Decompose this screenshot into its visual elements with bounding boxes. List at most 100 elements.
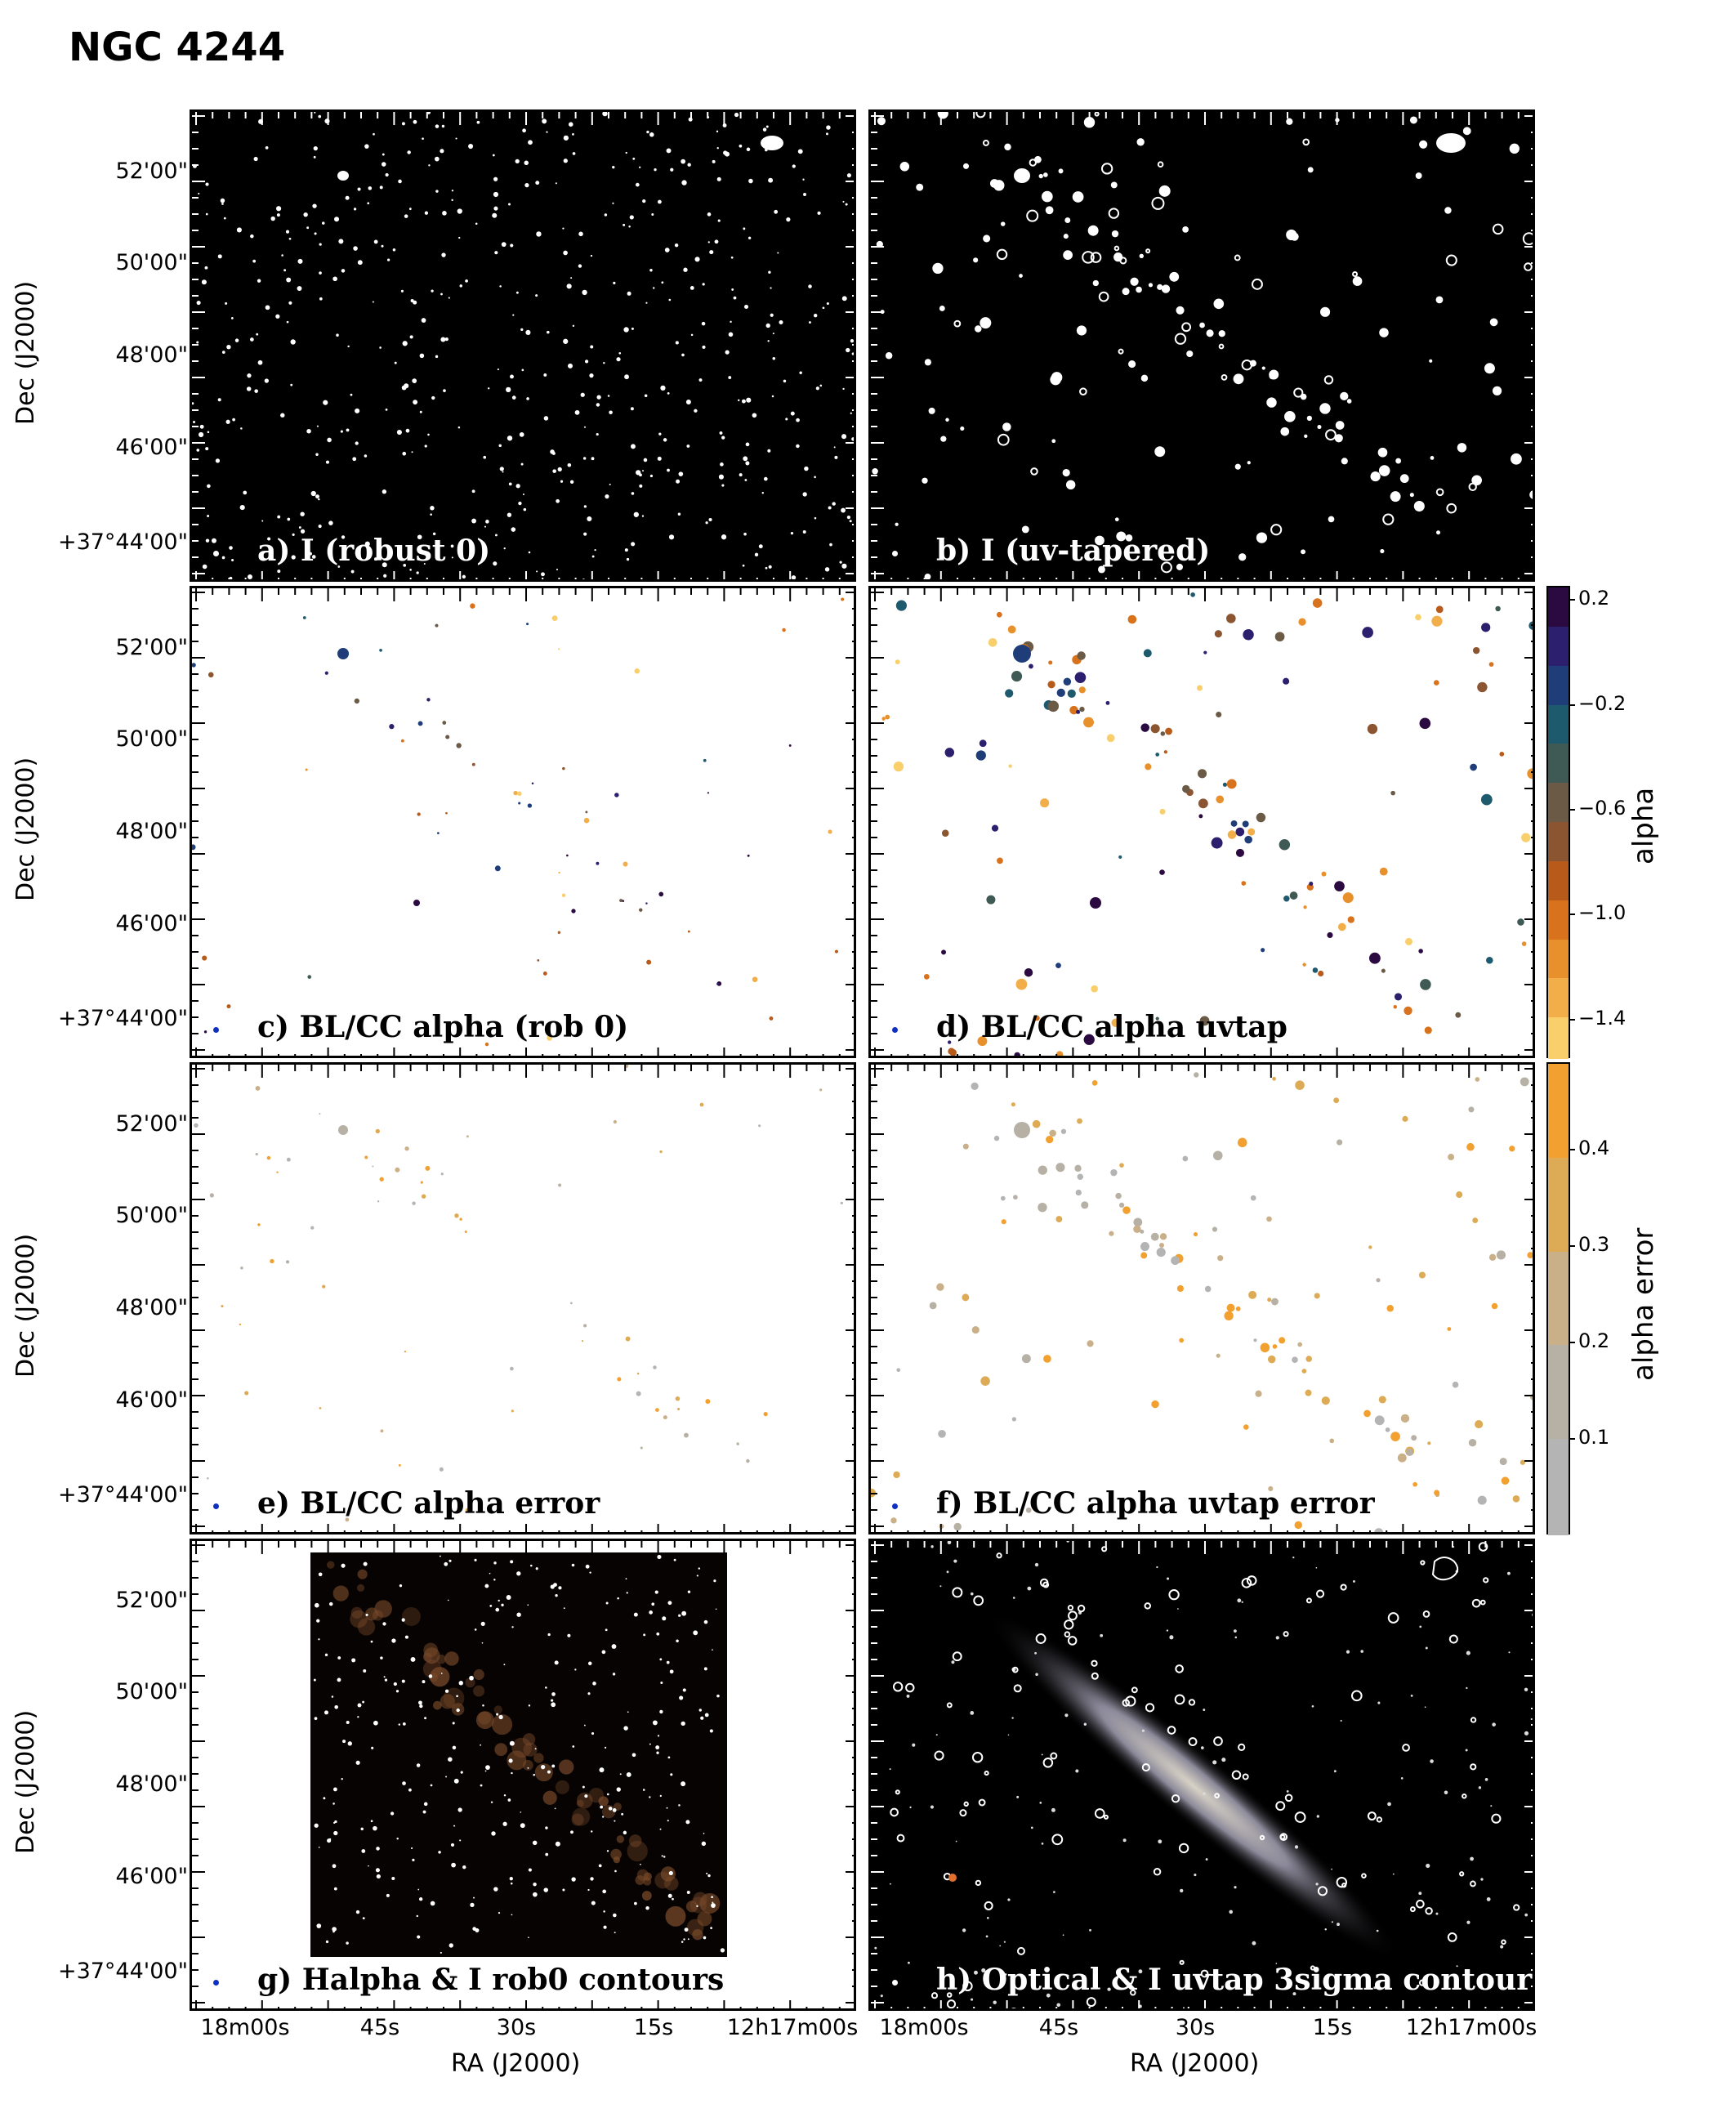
source-point bbox=[419, 410, 422, 413]
alpha-colorbar bbox=[1546, 586, 1570, 1059]
source-point bbox=[563, 250, 568, 256]
contour-point bbox=[404, 1635, 408, 1639]
source-point bbox=[743, 456, 748, 462]
source-blob bbox=[1484, 363, 1495, 374]
source-point bbox=[315, 494, 319, 499]
source-point bbox=[791, 575, 797, 579]
source-point bbox=[205, 212, 208, 216]
source-point bbox=[731, 288, 734, 291]
source-blob bbox=[1256, 532, 1268, 543]
contour-point bbox=[654, 1590, 658, 1594]
alpha-source bbox=[923, 973, 930, 980]
source-point bbox=[720, 462, 724, 467]
alpha-source bbox=[1198, 798, 1208, 809]
alpha-source bbox=[208, 672, 214, 678]
axis-ticks bbox=[192, 112, 854, 579]
source-point bbox=[379, 185, 383, 190]
source-point bbox=[345, 195, 350, 200]
source-point bbox=[341, 535, 346, 539]
source-point bbox=[652, 287, 655, 289]
bright-source bbox=[1014, 168, 1030, 183]
alpha-source bbox=[1274, 632, 1285, 642]
contour-point bbox=[375, 1868, 380, 1873]
halpha-emission bbox=[660, 1866, 676, 1882]
alpha-source bbox=[1435, 605, 1444, 614]
error-source bbox=[395, 1167, 400, 1173]
contour bbox=[1050, 1752, 1058, 1760]
contour bbox=[1108, 208, 1120, 219]
error-source bbox=[1272, 1076, 1276, 1081]
source-blob bbox=[1148, 283, 1154, 288]
star bbox=[1089, 1928, 1091, 1932]
alpha-source bbox=[1481, 623, 1491, 632]
source-point bbox=[632, 157, 636, 160]
source-blob bbox=[1328, 516, 1335, 523]
contour-point bbox=[410, 1657, 416, 1662]
contour-point bbox=[444, 1689, 449, 1693]
star bbox=[1138, 1969, 1143, 1974]
contour-point bbox=[623, 1830, 627, 1835]
contour-point bbox=[649, 1796, 651, 1798]
contour-point bbox=[605, 1746, 607, 1749]
contour bbox=[946, 1999, 957, 2008]
contour-point bbox=[666, 1660, 670, 1664]
error-source bbox=[1087, 1340, 1094, 1347]
error-source bbox=[1140, 1252, 1148, 1259]
source-blob bbox=[980, 317, 992, 329]
contour-point bbox=[399, 1584, 403, 1588]
contour-point bbox=[361, 1849, 366, 1853]
error-source bbox=[1204, 1285, 1212, 1293]
halpha-emission bbox=[372, 1610, 383, 1621]
source-point bbox=[557, 467, 562, 472]
source-point bbox=[522, 493, 525, 496]
contour-point bbox=[370, 1640, 373, 1643]
source-blob bbox=[1063, 234, 1069, 239]
contour-point bbox=[490, 1801, 493, 1803]
error-source bbox=[322, 1284, 326, 1289]
source-point bbox=[196, 341, 199, 344]
error-source bbox=[221, 1305, 224, 1308]
contour-point bbox=[667, 1756, 671, 1759]
error-source bbox=[257, 1223, 261, 1226]
source-blob bbox=[885, 351, 893, 360]
source-point bbox=[842, 200, 845, 203]
contour bbox=[1470, 1763, 1477, 1771]
source-point bbox=[607, 395, 610, 397]
error-source bbox=[699, 1102, 704, 1107]
source-point bbox=[826, 125, 831, 130]
contour bbox=[1174, 333, 1187, 345]
colorbar-tick-label: 0.2 bbox=[1578, 587, 1610, 610]
alpha-source bbox=[562, 766, 565, 771]
source-blob bbox=[1370, 471, 1381, 482]
beam-marker bbox=[213, 1980, 219, 1986]
star bbox=[1012, 1597, 1015, 1599]
halpha-emission bbox=[444, 1651, 459, 1666]
error-source bbox=[1193, 1231, 1198, 1237]
source-blob bbox=[1021, 525, 1029, 534]
halpha-emission bbox=[685, 1901, 698, 1913]
source-point bbox=[578, 231, 583, 237]
source-blob bbox=[1284, 411, 1296, 422]
axis-ticks bbox=[871, 1065, 1533, 1532]
error-source bbox=[1081, 1201, 1089, 1209]
star bbox=[986, 1916, 989, 1919]
source-point bbox=[535, 294, 538, 297]
error-source bbox=[1250, 1195, 1256, 1201]
contour-point bbox=[498, 1714, 503, 1720]
error-source bbox=[705, 1399, 711, 1405]
halpha-emission bbox=[422, 1660, 442, 1678]
source-point bbox=[510, 374, 514, 379]
star bbox=[1392, 1873, 1395, 1875]
source-point bbox=[290, 339, 296, 345]
source-point bbox=[451, 190, 454, 192]
error-source bbox=[675, 1396, 681, 1401]
contour-point bbox=[493, 1579, 496, 1581]
dec-tick-label: 48'00" bbox=[115, 1295, 188, 1320]
contour bbox=[1100, 163, 1113, 175]
error-source bbox=[1268, 1355, 1276, 1364]
source-blob bbox=[928, 407, 935, 414]
source-point bbox=[779, 320, 783, 325]
source-blob bbox=[1341, 458, 1348, 465]
alpha-source bbox=[417, 812, 421, 816]
error-source bbox=[1329, 1438, 1335, 1444]
